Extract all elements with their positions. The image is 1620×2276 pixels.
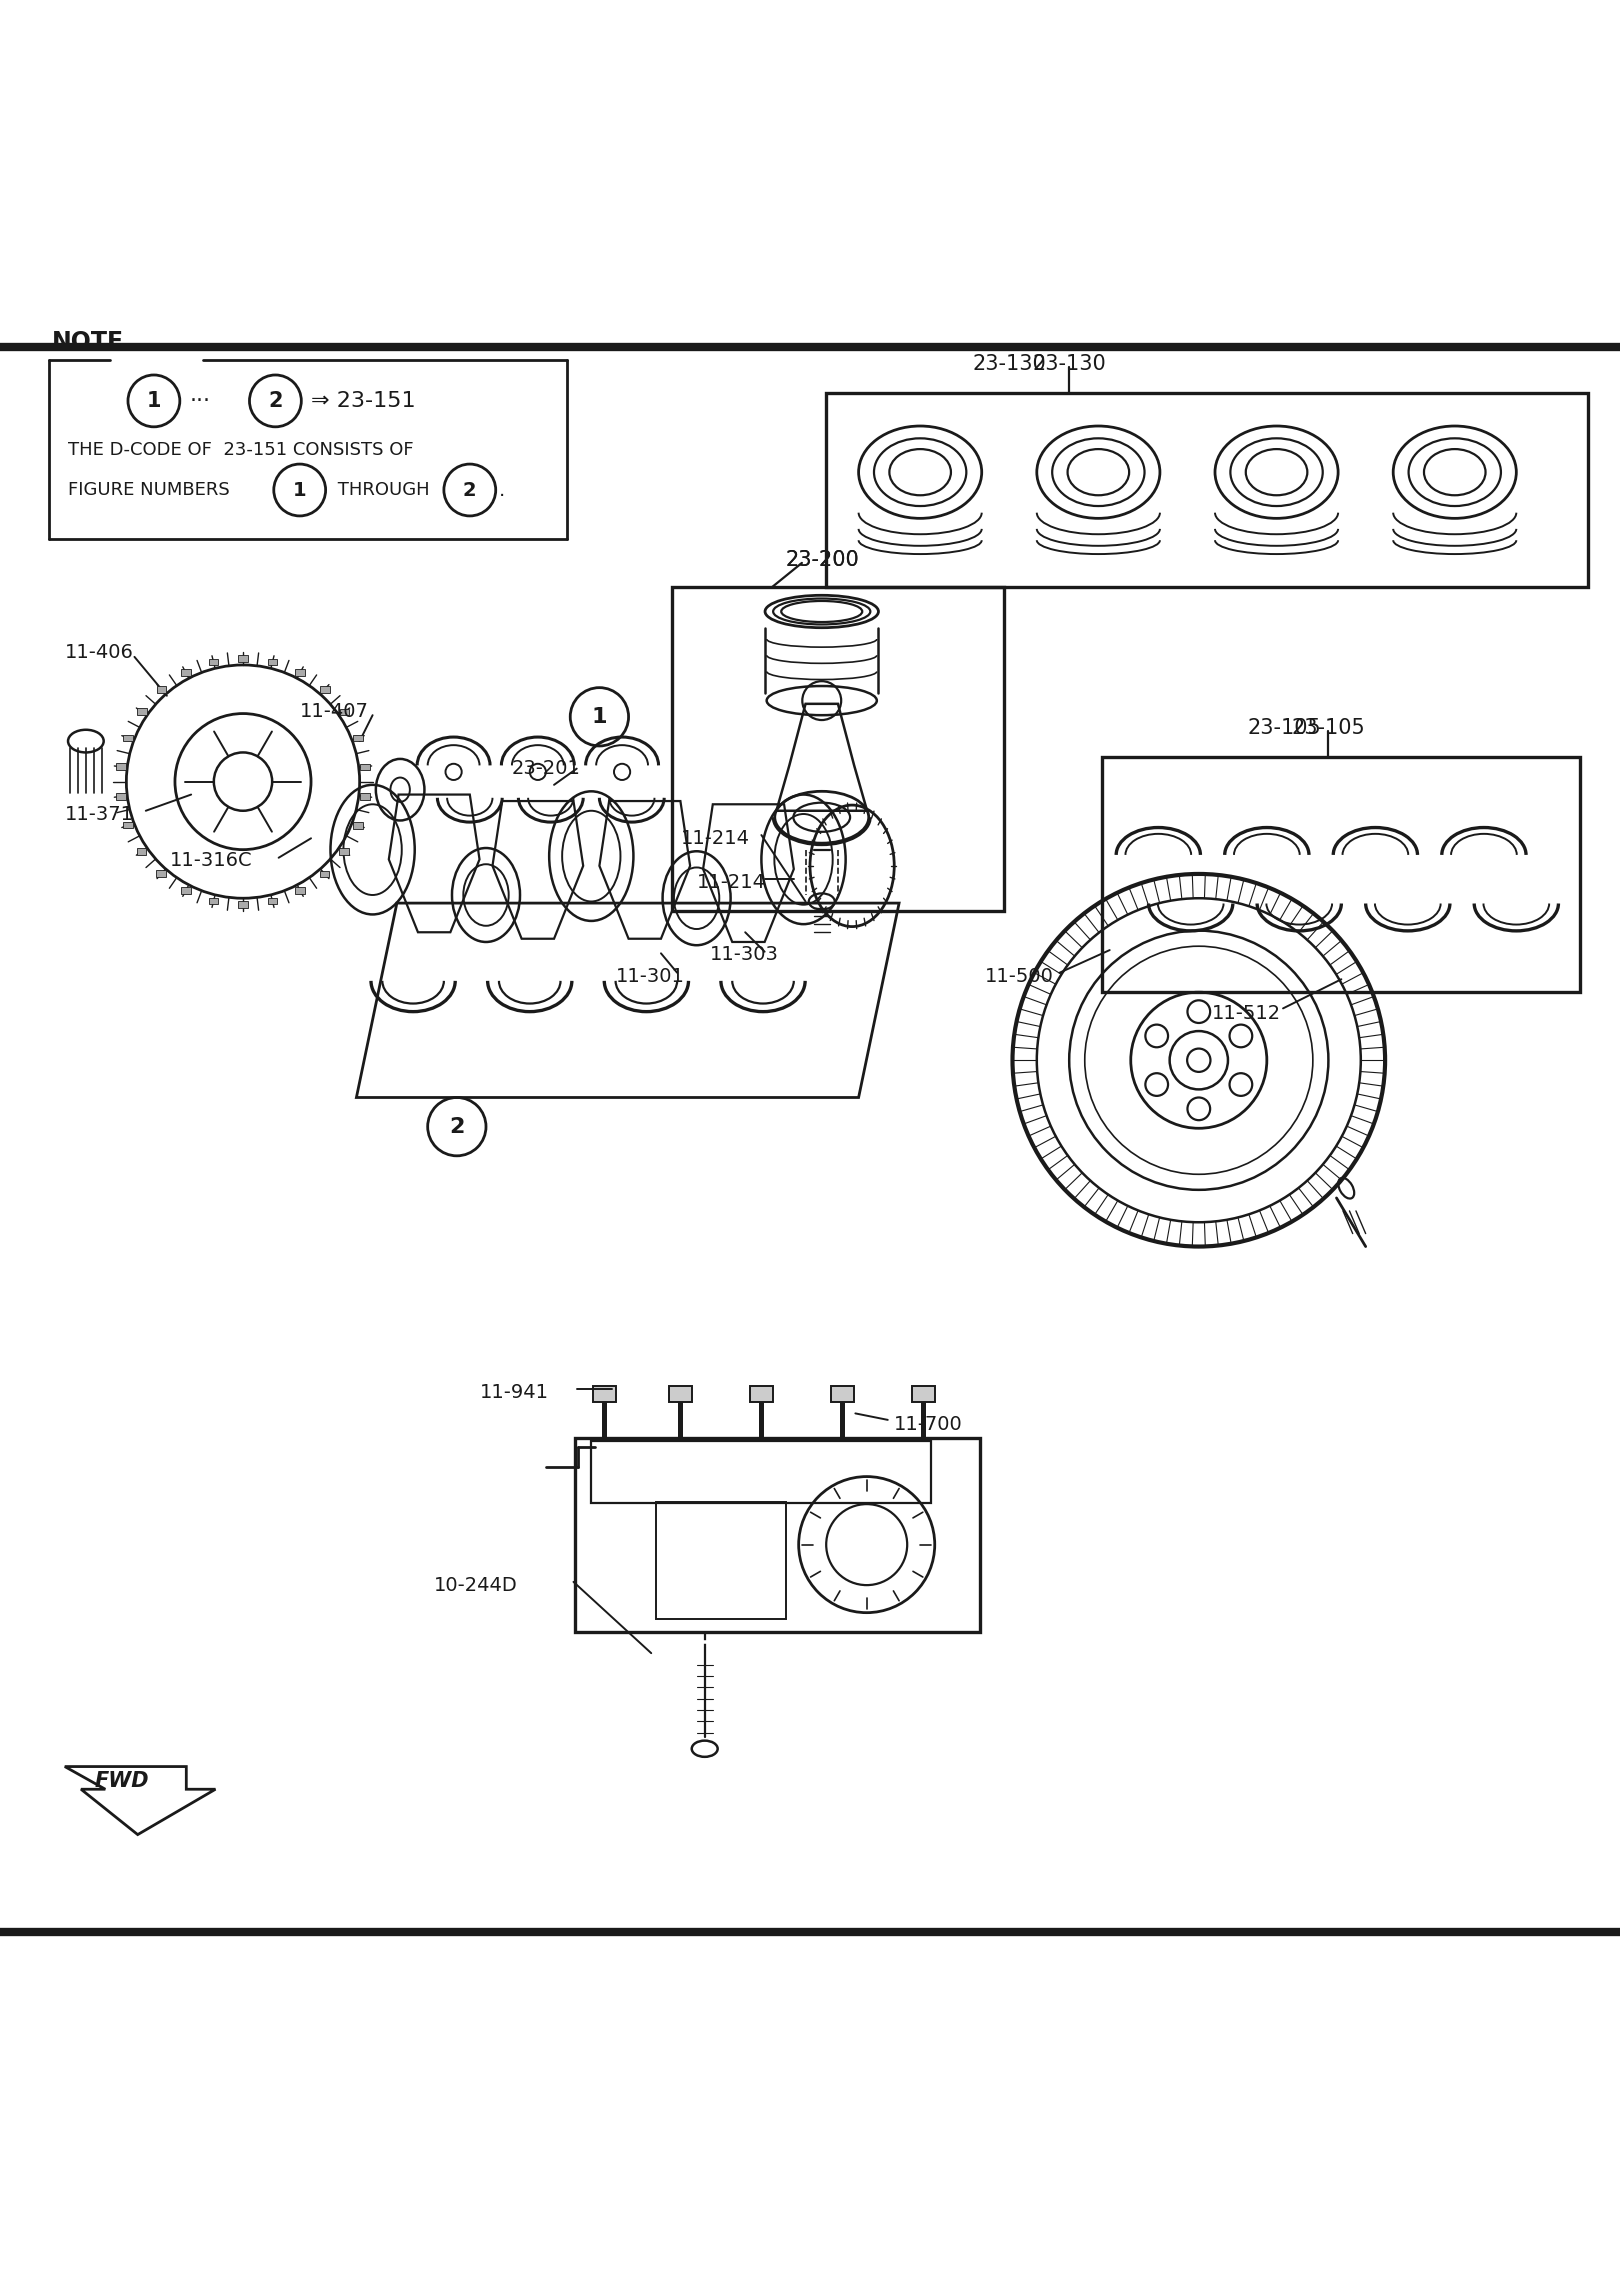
Text: 11-214: 11-214 [680, 828, 750, 847]
Text: ⇒ 23-151: ⇒ 23-151 [311, 391, 416, 412]
Text: 23-105: 23-105 [1291, 719, 1366, 737]
Bar [123, 822, 133, 828]
Bar [181, 669, 191, 676]
Bar [295, 888, 305, 894]
Bar [117, 762, 126, 769]
Bar [117, 792, 126, 799]
Bar [912, 1386, 935, 1402]
Bar [353, 735, 363, 742]
Text: 11-214: 11-214 [697, 872, 766, 892]
Text: 23-105: 23-105 [1247, 719, 1322, 737]
Text: 11-512: 11-512 [1212, 1004, 1281, 1022]
Bar [123, 735, 133, 742]
Text: .: . [499, 480, 505, 498]
Bar [360, 794, 369, 799]
Text: 11-371: 11-371 [65, 803, 134, 824]
Bar [826, 394, 1588, 587]
Text: 1: 1 [147, 391, 160, 412]
Text: 11-316C: 11-316C [170, 851, 253, 869]
Text: 11-700: 11-700 [894, 1416, 962, 1434]
Bar [750, 1386, 773, 1402]
Bar [157, 685, 167, 692]
Text: 1: 1 [591, 708, 608, 726]
Bar [157, 869, 167, 876]
Text: 11-303: 11-303 [710, 945, 779, 965]
Bar [267, 899, 277, 904]
Bar [831, 1386, 854, 1402]
Bar [319, 872, 329, 876]
Bar [591, 1441, 931, 1502]
Bar [209, 897, 219, 904]
Text: NOTE: NOTE [52, 330, 125, 355]
Bar [672, 587, 1004, 910]
Text: 11-941: 11-941 [480, 1384, 549, 1402]
Text: 23-200: 23-200 [786, 551, 860, 569]
Text: 11-407: 11-407 [300, 703, 369, 721]
Text: FWD: FWD [94, 1771, 149, 1791]
Bar [360, 765, 369, 769]
Bar [181, 888, 191, 894]
Bar [593, 1386, 616, 1402]
Text: 23-130: 23-130 [972, 353, 1047, 373]
Text: 11-301: 11-301 [616, 967, 685, 986]
Text: THE D-CODE OF  23-151 CONSISTS OF: THE D-CODE OF 23-151 CONSISTS OF [68, 442, 413, 457]
Text: 2: 2 [269, 391, 282, 412]
Bar [267, 658, 277, 665]
Bar [136, 849, 146, 856]
Bar [238, 655, 248, 662]
Bar [669, 1386, 692, 1402]
Bar [136, 708, 146, 715]
Text: 11-500: 11-500 [985, 967, 1055, 986]
Text: FIGURE NUMBERS: FIGURE NUMBERS [68, 480, 230, 498]
Bar [656, 1502, 786, 1618]
Bar [340, 708, 350, 715]
Text: 2: 2 [463, 480, 476, 498]
Text: 23-201: 23-201 [512, 760, 582, 778]
Bar [353, 822, 363, 828]
Text: 11-406: 11-406 [65, 642, 134, 662]
Text: 23-200: 23-200 [786, 551, 860, 569]
Bar [295, 669, 305, 676]
Text: 10-244D: 10-244D [434, 1575, 518, 1595]
Text: ···: ··· [190, 391, 211, 412]
Text: THROUGH: THROUGH [332, 480, 429, 498]
Bar [340, 849, 350, 856]
Text: 23-130: 23-130 [1032, 353, 1106, 373]
Text: 2: 2 [449, 1118, 465, 1136]
Bar [238, 901, 248, 908]
Bar [319, 687, 329, 692]
Bar [209, 658, 219, 665]
Text: 1: 1 [293, 480, 306, 498]
Bar [575, 1438, 980, 1632]
Bar [1102, 758, 1580, 992]
